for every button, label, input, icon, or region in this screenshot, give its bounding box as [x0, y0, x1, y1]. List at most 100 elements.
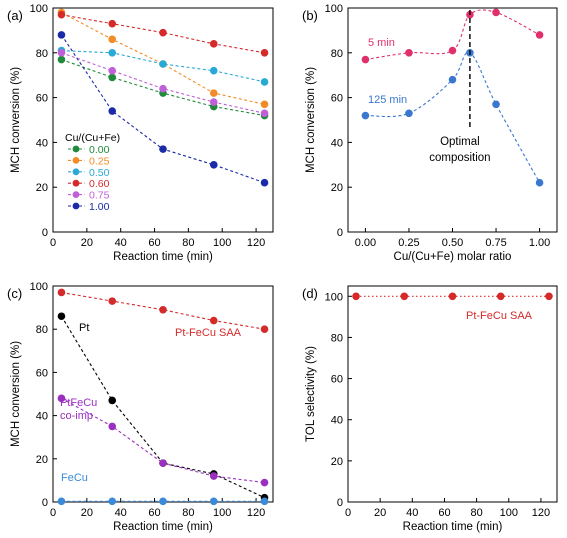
data-point — [260, 109, 269, 118]
data-point — [352, 292, 360, 301]
x-tick-label: 80 — [182, 237, 194, 249]
y-axis-title: MCH conversion (%) — [305, 67, 317, 173]
x-tick-label: 20 — [81, 507, 93, 519]
annotation-label: composition — [429, 152, 490, 164]
series-line — [61, 14, 265, 54]
data-point — [260, 178, 269, 187]
data-point — [108, 107, 117, 115]
series-label: Pt-FeCu SAA — [175, 327, 242, 339]
y-tick-label: 80 — [331, 48, 343, 60]
data-point — [209, 66, 218, 75]
series-line — [61, 50, 265, 83]
legend-label: 0.75 — [89, 190, 110, 202]
y-tick-label: 100 — [30, 281, 48, 293]
x-tick-label: 0.00 — [355, 237, 376, 249]
y-tick-label: 20 — [36, 182, 48, 194]
y-tick-label: 100 — [325, 291, 343, 303]
y-tick-label: 20 — [331, 456, 343, 468]
x-tick-label: 0.75 — [485, 237, 506, 249]
legend-marker — [72, 168, 80, 176]
x-tick-label: 1.00 — [529, 237, 550, 249]
y-tick-label: 0 — [337, 497, 343, 509]
data-point — [57, 312, 66, 321]
series-label: FeCu — [61, 472, 88, 484]
y-axis-title: TOL selectivity (%) — [305, 346, 317, 442]
data-point — [57, 288, 66, 297]
y-tick-label: 40 — [36, 411, 48, 423]
panel-d: (d) 0 20 40 60 80 100 120 0 20 40 60 80 100 Reaction t… — [302, 285, 558, 533]
data-point — [108, 422, 117, 431]
data-point — [159, 305, 167, 314]
data-point — [108, 73, 117, 82]
x-tick-label: 100 — [500, 507, 518, 519]
x-axis-title: Cu/(Cu+Fe) molar ratio — [394, 251, 512, 263]
data-point — [209, 161, 218, 169]
data-point — [108, 35, 117, 44]
data-point — [57, 55, 66, 64]
x-tick-label: 0.25 — [398, 237, 419, 249]
y-tick-label: 0 — [337, 227, 343, 239]
data-point — [209, 40, 218, 48]
panel-label: (a) — [7, 8, 23, 23]
legend-label: 0.25 — [89, 155, 110, 167]
data-point — [108, 49, 117, 57]
data-point — [260, 78, 269, 86]
data-point — [361, 55, 370, 64]
plot-frame — [52, 7, 274, 233]
x-tick-label: 60 — [148, 507, 160, 519]
data-point — [57, 394, 66, 403]
data-point — [492, 8, 500, 17]
annotation-label: Optimal — [440, 136, 480, 148]
x-tick-label: 100 — [213, 507, 231, 519]
panel-label: (d) — [302, 286, 318, 301]
y-tick-label: 20 — [331, 182, 343, 194]
x-tick-label: 20 — [81, 237, 93, 249]
legend-label: 0.60 — [89, 178, 110, 190]
series-line — [61, 11, 265, 105]
y-tick-label: 0 — [42, 227, 48, 239]
series-line — [61, 291, 265, 330]
data-point — [57, 10, 66, 19]
x-tick-label: 40 — [115, 507, 127, 519]
data-point — [57, 49, 66, 57]
x-tick-label: 0 — [50, 237, 56, 249]
data-point — [108, 19, 117, 28]
x-tick-label: 80 — [182, 507, 194, 519]
series-label: Pt-FeCu SAA — [466, 310, 533, 322]
legend-marker — [72, 179, 80, 187]
data-point — [400, 292, 409, 301]
data-point — [496, 292, 505, 301]
x-tick-label: 0 — [345, 507, 351, 519]
y-axis-title: MCH conversion (%) — [10, 341, 22, 447]
panel-b: (b) 0.00 0.25 0.50 0.75 1.00 0 20 40 60 80 100 Cu/(C… — [302, 3, 558, 263]
series-label: co-imp — [60, 410, 93, 422]
x-tick-label: 120 — [532, 507, 550, 519]
x-tick-label: 100 — [213, 237, 231, 249]
y-tick-label: 60 — [36, 93, 48, 105]
data-point — [260, 325, 269, 334]
legend-label: 0.00 — [89, 144, 110, 156]
x-tick-label: 120 — [247, 237, 265, 249]
plot-frame — [52, 285, 274, 503]
data-point — [448, 46, 457, 55]
data-point — [260, 478, 269, 487]
data-point — [492, 100, 500, 109]
y-tick-label: 100 — [325, 3, 343, 15]
y-tick-label: 100 — [30, 3, 48, 15]
y-tick-label: 40 — [331, 415, 343, 427]
x-tick-label: 80 — [470, 507, 482, 519]
y-tick-label: 0 — [42, 497, 48, 509]
x-tick-label: 0.50 — [442, 237, 463, 249]
data-point — [361, 111, 370, 120]
legend-marker — [72, 157, 80, 164]
data-point — [108, 396, 117, 405]
data-point — [159, 459, 167, 467]
panel-label: (b) — [302, 8, 318, 23]
x-tick-label: 120 — [247, 507, 265, 519]
series-label: PtFeCu — [60, 397, 97, 409]
data-point — [159, 84, 167, 93]
data-point — [405, 109, 413, 118]
